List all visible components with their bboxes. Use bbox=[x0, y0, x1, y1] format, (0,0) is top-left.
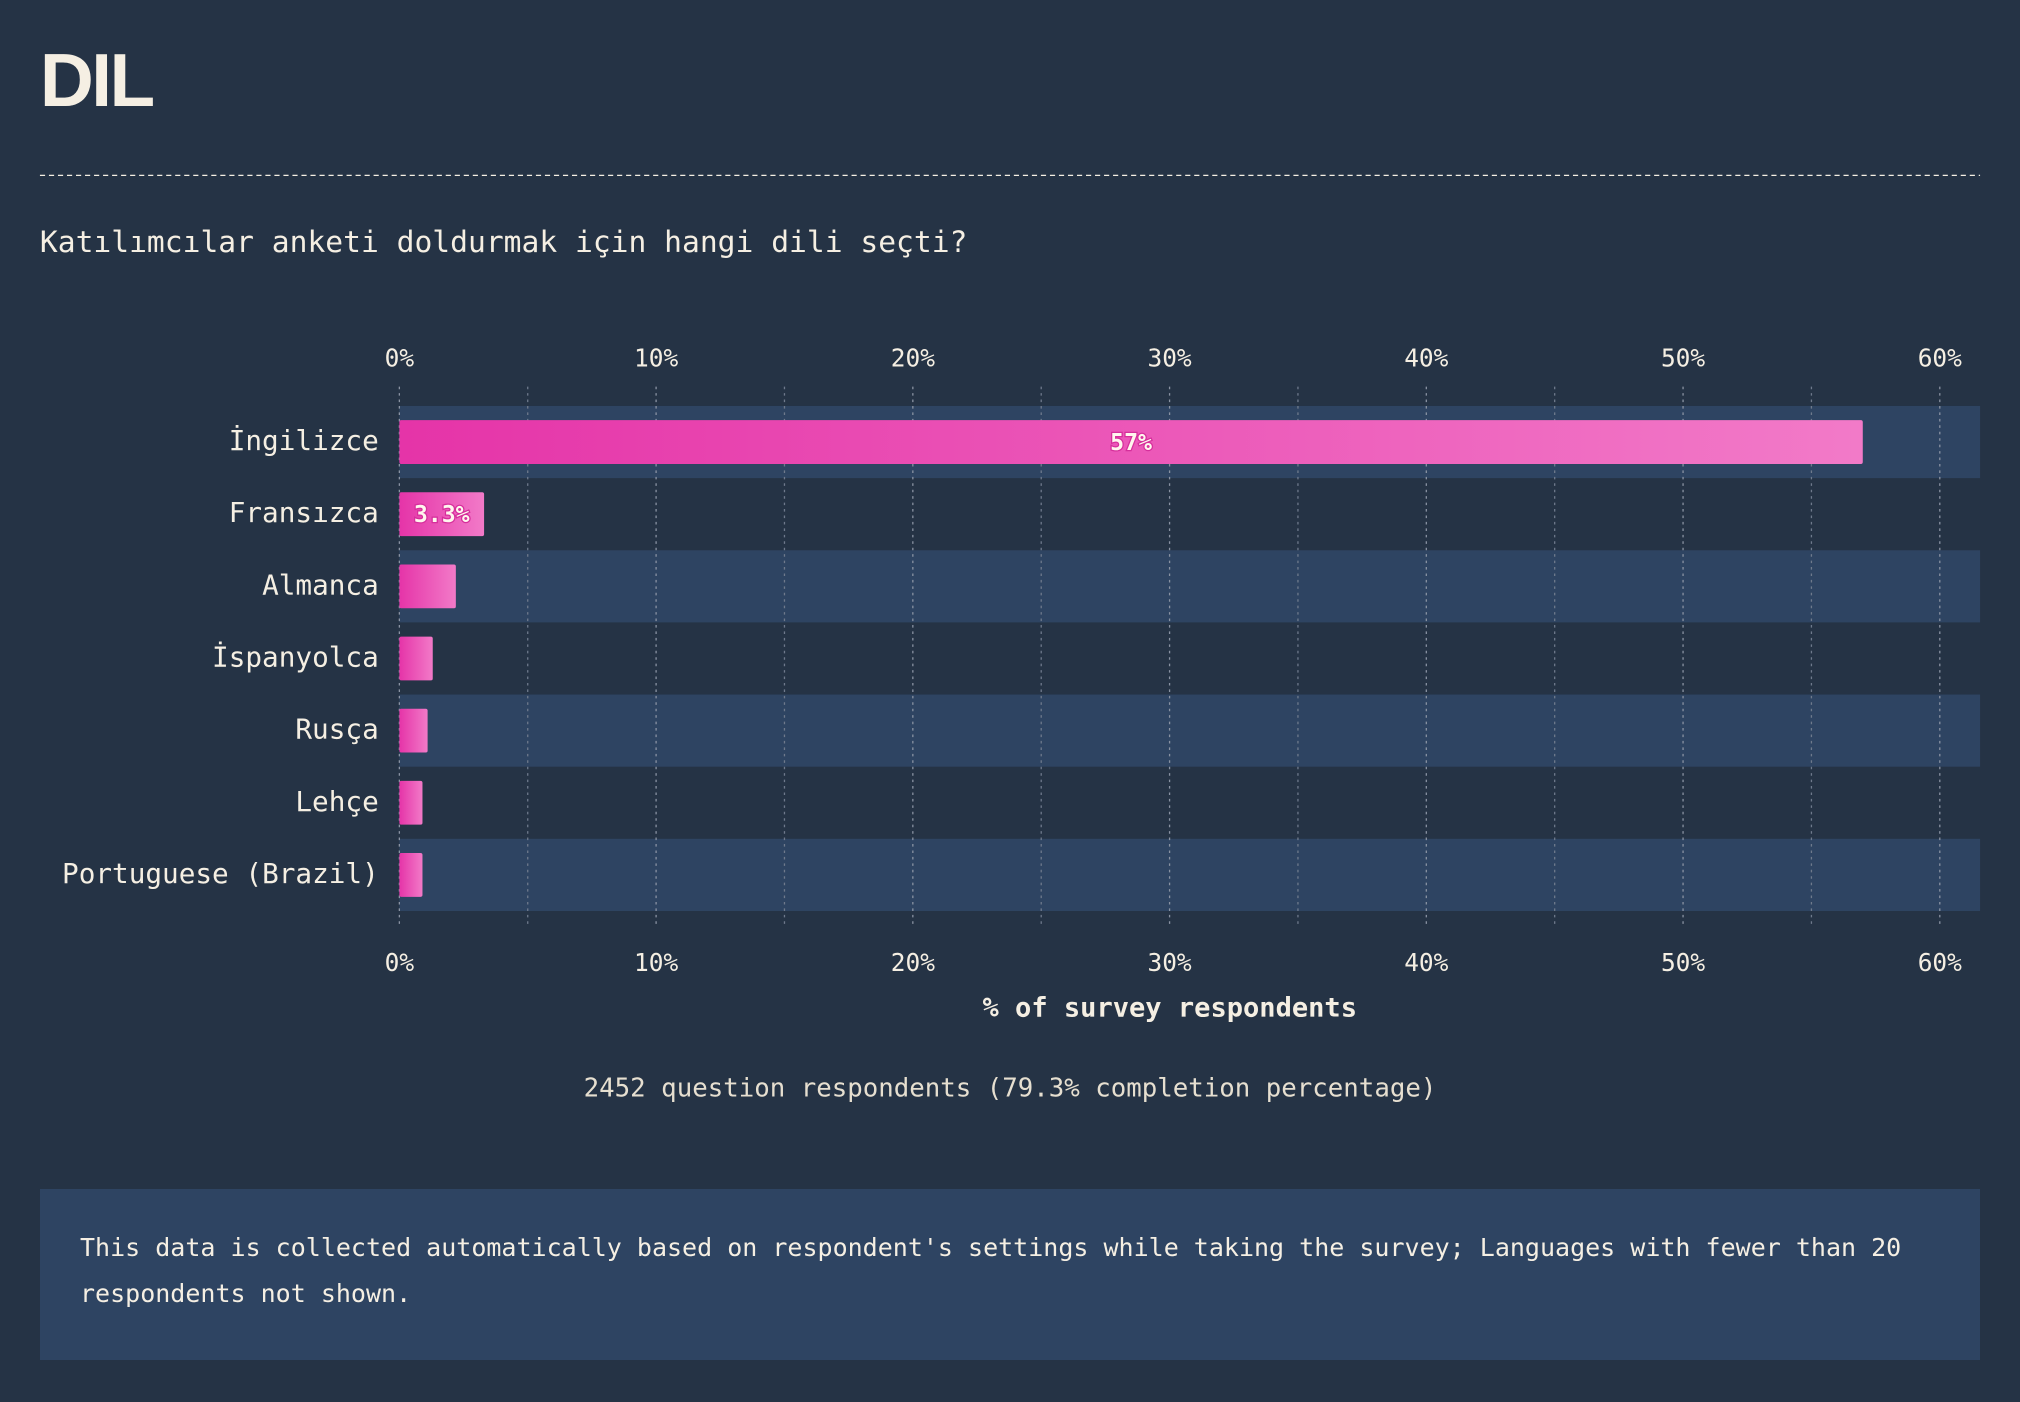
value-label: 3.3% bbox=[414, 501, 470, 528]
x-tick-label-top: 50% bbox=[1661, 344, 1705, 373]
x-tick-label-top: 30% bbox=[1147, 344, 1191, 373]
category-label: Almanca bbox=[262, 568, 379, 601]
x-tick-label-top: 10% bbox=[634, 344, 678, 373]
category-label: Lehçe bbox=[295, 785, 378, 818]
x-tick-label-top: 0% bbox=[385, 344, 415, 373]
row-band bbox=[399, 694, 1981, 767]
category-label: Fransızca bbox=[229, 496, 379, 529]
bars: 57% 3.3% bbox=[399, 420, 1863, 897]
x-tick-label-bottom: 40% bbox=[1404, 948, 1448, 977]
category-label: Rusça bbox=[295, 713, 378, 746]
x-axis-title: % of survey respondents bbox=[982, 992, 1357, 1023]
footnote-box: This data is collected automatically bas… bbox=[40, 1189, 1980, 1360]
footnote: This data is collected automatically bas… bbox=[80, 1233, 1902, 1308]
row-bands bbox=[399, 405, 1981, 911]
x-tick-label-top: 60% bbox=[1918, 344, 1962, 373]
bar bbox=[399, 780, 423, 825]
bar bbox=[399, 708, 428, 753]
bar bbox=[399, 853, 423, 897]
bar bbox=[399, 636, 433, 681]
category-label: İngilizce bbox=[229, 424, 379, 457]
category-label: İspanyolca bbox=[212, 640, 379, 673]
bar bbox=[399, 564, 456, 609]
subtitle: Katılımcılar anketi doldurmak için hangi… bbox=[40, 224, 967, 259]
x-tick-label-bottom: 30% bbox=[1147, 948, 1191, 977]
x-tick-label-bottom: 20% bbox=[891, 948, 935, 977]
bar bbox=[399, 420, 1863, 464]
title: DIL bbox=[40, 38, 154, 122]
x-tick-label-bottom: 10% bbox=[634, 948, 678, 977]
x-tick-label-top: 20% bbox=[891, 344, 935, 373]
x-tick-label-top: 40% bbox=[1404, 344, 1448, 373]
row-band bbox=[399, 550, 1981, 623]
respondents-note: 2452 question respondents (79.3% complet… bbox=[584, 1073, 1437, 1103]
bar bbox=[399, 492, 485, 537]
category-label: Portuguese (Brazil) bbox=[62, 857, 379, 890]
x-tick-label-bottom: 0% bbox=[385, 948, 415, 977]
x-tick-label-bottom: 50% bbox=[1661, 948, 1705, 977]
x-tick-label-bottom: 60% bbox=[1918, 948, 1962, 977]
row-band bbox=[399, 838, 1981, 911]
value-label: 57% bbox=[1110, 429, 1152, 456]
